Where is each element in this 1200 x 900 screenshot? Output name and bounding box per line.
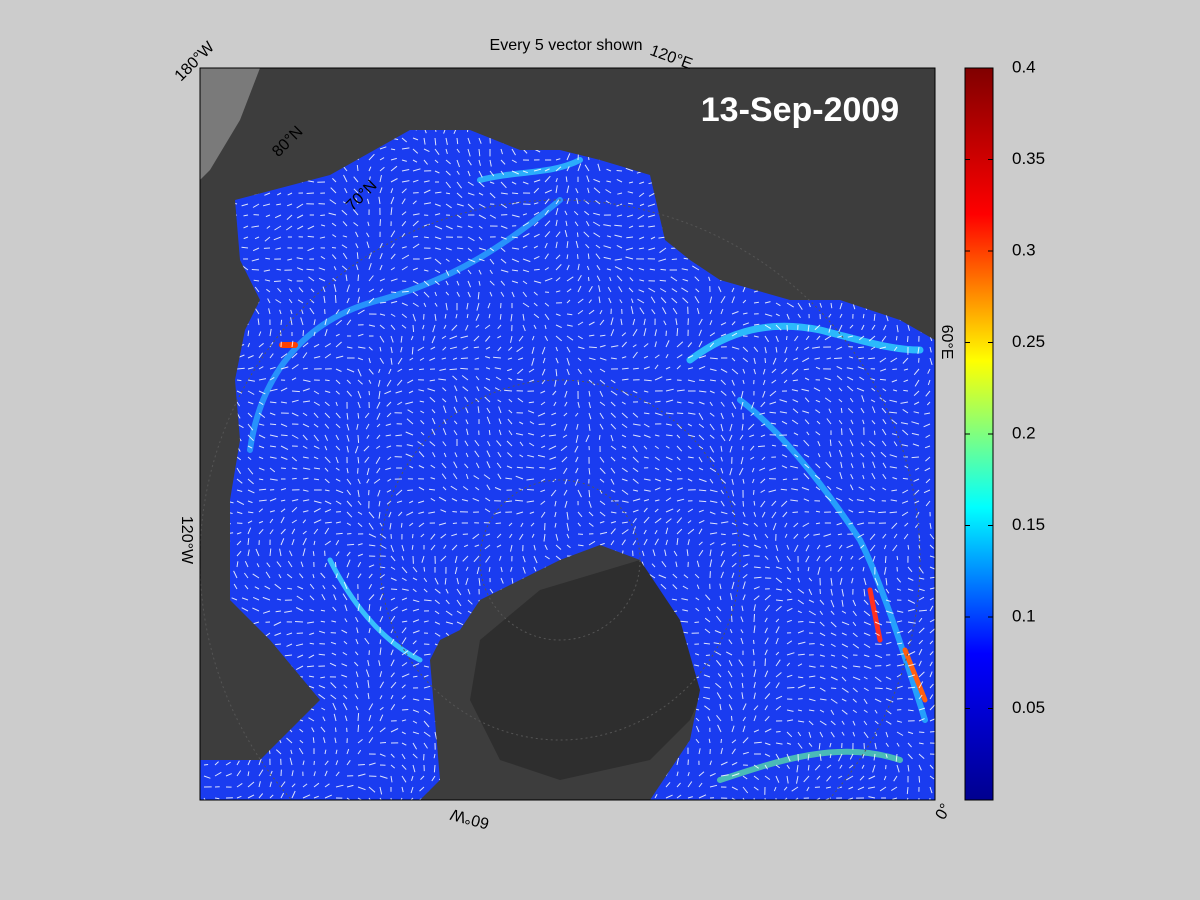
date-label: 13-Sep-2009 xyxy=(701,91,899,129)
longitude-label: 0° xyxy=(933,801,955,823)
fast-drift-streaks xyxy=(247,157,928,783)
map-title: Every 5 vector shown xyxy=(490,37,643,54)
colorbar: 0.05 0.1 0.15 0.2 0.25 0.3 0.35 0.4 xyxy=(964,57,1045,801)
longitude-label: 60°W xyxy=(448,805,491,832)
colorbar-tick-label: 0.3 xyxy=(1012,240,1036,259)
colorbar-tick-label: 0.1 xyxy=(1012,606,1036,625)
graticule xyxy=(200,199,921,800)
colorbar-tick-label: 0.05 xyxy=(1012,698,1045,717)
greenland xyxy=(470,560,704,780)
shelf xyxy=(200,68,260,180)
colorbar-tick-label: 0.2 xyxy=(1012,423,1036,442)
longitude-label: 120°W xyxy=(178,516,195,565)
colorbar-tick-label: 0.4 xyxy=(1012,57,1036,76)
map-frame xyxy=(199,67,936,801)
longitude-label: 60°E xyxy=(938,325,955,360)
colorbar-tick-label: 0.15 xyxy=(1012,515,1045,534)
colorbar-tick-label: 0.25 xyxy=(1012,332,1045,351)
colorbar-tick-label: 0.35 xyxy=(1012,149,1045,168)
map-area: 13-Sep-2009 xyxy=(200,68,935,800)
